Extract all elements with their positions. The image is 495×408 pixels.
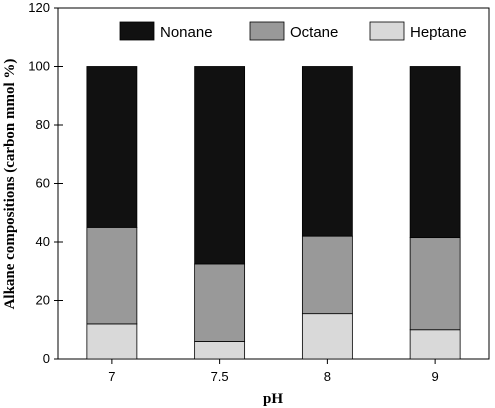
y-tick-label: 20: [36, 293, 50, 308]
x-axis-title: pH: [263, 391, 283, 407]
legend-swatch-nonane: [119, 21, 155, 41]
y-axis-title: Alkane compositions (carbon mmol %): [2, 59, 18, 310]
y-tick-label: 0: [43, 351, 50, 366]
bar-octane-9: [409, 237, 461, 331]
x-axis: 7 7.5 8 9: [108, 355, 439, 384]
bar-octane-7_5: [194, 263, 246, 342]
x-tick-label: 8: [324, 369, 331, 384]
bar-octane-8: [301, 235, 353, 315]
y-axis: 0 20 40 60 80 100 120: [28, 0, 63, 366]
bars: [86, 66, 461, 360]
bar-nonane-9: [409, 66, 461, 239]
y-tick-label: 80: [36, 117, 50, 132]
x-tick-label: 7: [108, 369, 115, 384]
bar-heptane-8: [301, 313, 353, 360]
legend-label-heptane: Heptane: [410, 24, 467, 41]
bar-heptane-7: [86, 323, 138, 360]
legend: Nonane Octane Heptane: [119, 21, 467, 41]
y-tick-label: 40: [36, 234, 50, 249]
y-tick-label: 120: [28, 0, 50, 15]
bar-nonane-7_5: [194, 66, 246, 265]
legend-label-octane: Octane: [290, 24, 338, 41]
bar-nonane-7: [86, 66, 138, 228]
legend-swatch-octane: [249, 21, 285, 41]
x-tick-label: 9: [432, 369, 439, 384]
x-tick-label: 7.5: [211, 369, 229, 384]
bar-heptane-9: [409, 329, 461, 360]
legend-label-nonane: Nonane: [160, 24, 213, 41]
legend-swatch-heptane: [369, 21, 405, 41]
y-tick-label: 60: [36, 176, 50, 191]
bar-octane-7: [86, 226, 138, 325]
bar-heptane-7_5: [194, 341, 246, 360]
bar-nonane-8: [301, 66, 353, 237]
y-tick-label: 100: [28, 59, 50, 74]
